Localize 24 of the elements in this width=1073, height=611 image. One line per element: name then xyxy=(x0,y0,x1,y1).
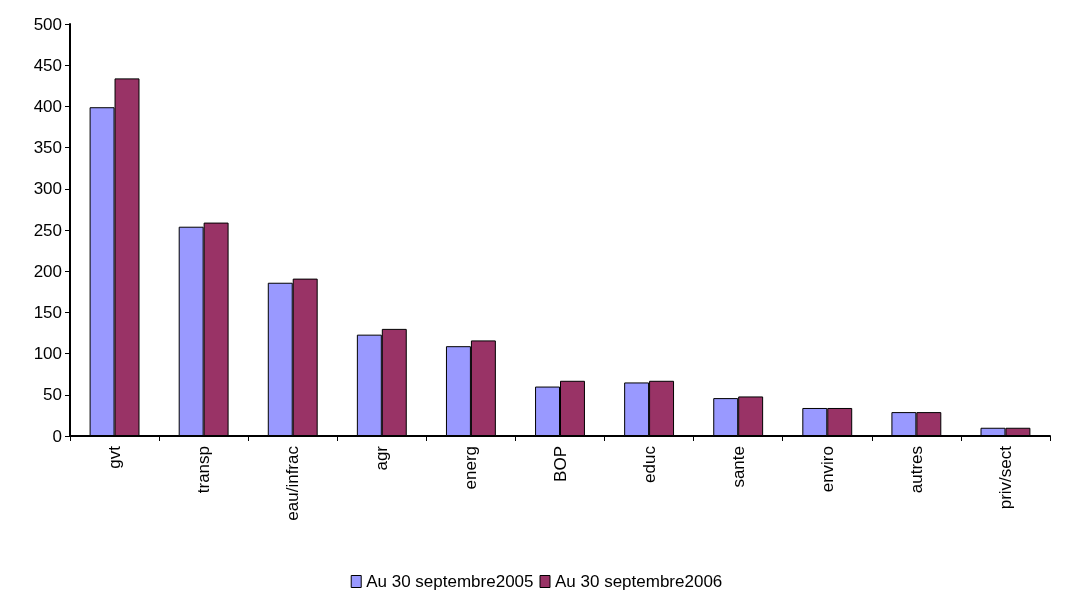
x-tick-label: enviro xyxy=(817,446,837,493)
y-tick-label: 100 xyxy=(33,344,62,364)
y-tick-label: 350 xyxy=(33,138,62,158)
y-tick-label: 450 xyxy=(33,55,62,75)
x-tick-label: sante xyxy=(728,446,748,488)
x-tick-label: educ xyxy=(639,445,659,483)
y-tick-label: 500 xyxy=(33,14,62,34)
x-tick-label: eau/infrac xyxy=(283,445,303,521)
y-tick-label: 0 xyxy=(52,426,62,446)
y-tick-label: 250 xyxy=(33,220,62,240)
y-tick-label: 50 xyxy=(43,385,62,405)
x-tick-label: energ xyxy=(461,446,481,490)
x-tick-label: priv/sect xyxy=(995,445,1015,510)
x-tick-label: autres xyxy=(906,446,926,494)
x-tick-label: gvt xyxy=(105,445,125,469)
y-tick-label: 300 xyxy=(33,179,62,199)
x-tick-label: transp xyxy=(194,446,214,494)
legend-label: Au 30 septembre2006 xyxy=(555,572,723,591)
y-tick-label: 400 xyxy=(33,96,62,116)
x-tick-label: agr xyxy=(372,445,392,471)
y-tick-label: 150 xyxy=(33,302,62,322)
x-tick-label: BOP xyxy=(550,446,570,482)
y-tick-label: 200 xyxy=(33,261,62,281)
legend-label: Au 30 septembre2005 xyxy=(366,572,534,591)
